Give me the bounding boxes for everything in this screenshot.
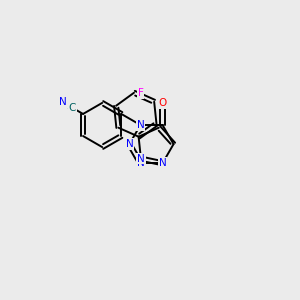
Text: N: N <box>136 120 144 130</box>
Text: N: N <box>159 158 167 168</box>
Text: N: N <box>59 98 67 107</box>
Text: F: F <box>137 88 143 98</box>
Text: N: N <box>137 154 145 164</box>
Text: O: O <box>158 98 166 108</box>
Text: N: N <box>125 139 133 149</box>
Text: C: C <box>69 103 76 113</box>
Text: N: N <box>136 158 144 168</box>
